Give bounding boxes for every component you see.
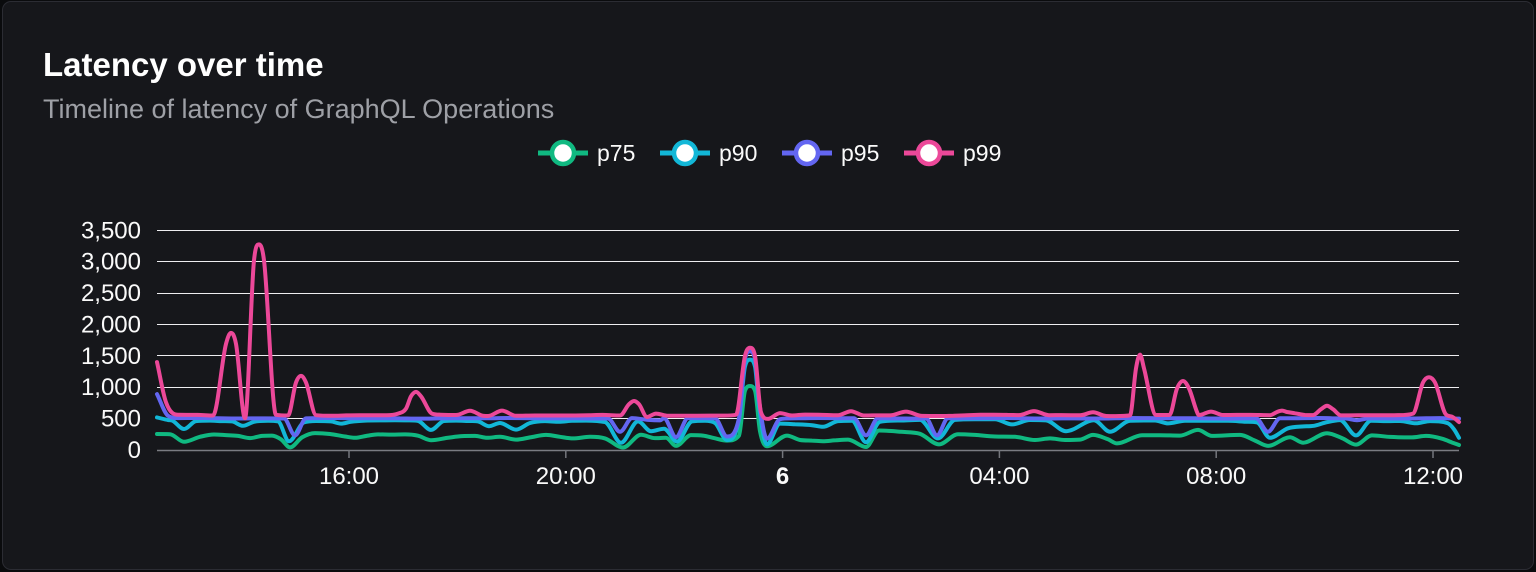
svg-text:04:00: 04:00 xyxy=(969,463,1029,490)
svg-text:Timeline of latency of GraphQL: Timeline of latency of GraphQL Operation… xyxy=(43,94,554,124)
svg-text:500: 500 xyxy=(101,406,141,433)
svg-text:3,500: 3,500 xyxy=(81,217,141,244)
svg-text:p99: p99 xyxy=(963,140,1001,166)
svg-text:p95: p95 xyxy=(841,140,879,166)
svg-text:20:00: 20:00 xyxy=(536,463,596,490)
svg-text:Latency over time: Latency over time xyxy=(43,46,324,83)
svg-text:12:00: 12:00 xyxy=(1403,463,1463,490)
svg-text:6: 6 xyxy=(776,463,789,490)
svg-text:3,000: 3,000 xyxy=(81,249,141,276)
svg-text:1,000: 1,000 xyxy=(81,374,141,401)
svg-text:2,500: 2,500 xyxy=(81,280,141,307)
svg-text:p75: p75 xyxy=(597,140,635,166)
svg-text:0: 0 xyxy=(128,437,141,464)
svg-text:1,500: 1,500 xyxy=(81,343,141,370)
svg-text:08:00: 08:00 xyxy=(1186,463,1246,490)
svg-text:2,000: 2,000 xyxy=(81,312,141,339)
svg-text:p90: p90 xyxy=(719,140,757,166)
svg-text:16:00: 16:00 xyxy=(319,463,379,490)
